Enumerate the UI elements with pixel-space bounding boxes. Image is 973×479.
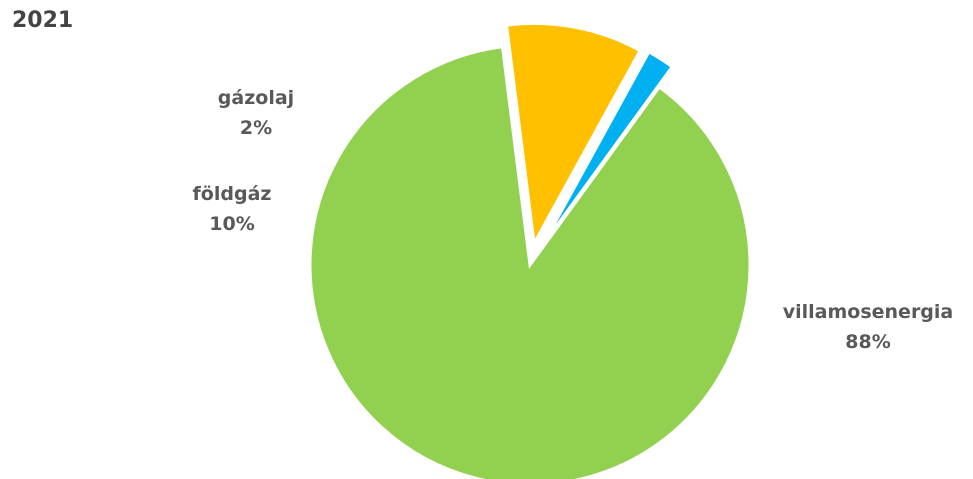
slice-percent: 10%	[209, 213, 254, 235]
pie-labels: villamosenergia 88% földgáz 10% gázolaj 2%	[193, 87, 954, 353]
slice-label-0: villamosenergia 88%	[783, 301, 954, 353]
slice-label-2: gázolaj 2%	[218, 87, 294, 139]
pie-slice-1	[504, 21, 643, 249]
pie-slice-0	[308, 45, 752, 479]
slice-percent: 88%	[845, 331, 890, 353]
slice-label-1: földgáz 10%	[193, 183, 272, 235]
slice-name: villamosenergia	[783, 301, 954, 323]
slice-name: gázolaj	[218, 87, 294, 109]
slice-name: földgáz	[193, 183, 272, 205]
pie-slices	[308, 21, 752, 479]
pie-slice-2	[541, 49, 675, 246]
chart-title: 2021	[12, 8, 74, 33]
slice-percent: 2%	[240, 117, 272, 139]
